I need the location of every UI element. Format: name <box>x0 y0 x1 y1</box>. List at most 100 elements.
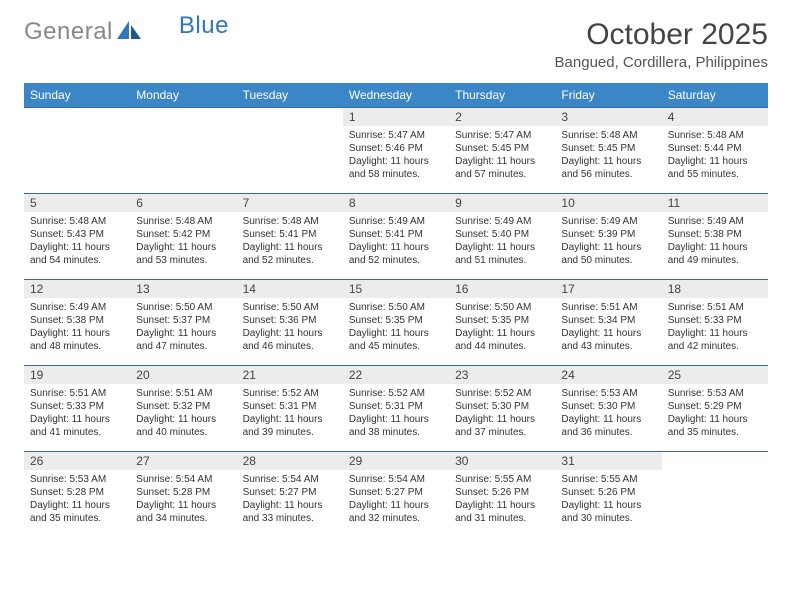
calendar-day-cell: 19Sunrise: 5:51 AMSunset: 5:33 PMDayligh… <box>24 366 130 452</box>
day-details: Sunrise: 5:51 AMSunset: 5:32 PMDaylight:… <box>130 384 236 443</box>
day-number: 14 <box>237 280 343 298</box>
day-number: 20 <box>130 366 236 384</box>
day-detail-line: Daylight: 11 hours <box>30 241 124 254</box>
day-number: 15 <box>343 280 449 298</box>
day-detail-line: and 38 minutes. <box>349 426 443 439</box>
day-detail-line: Daylight: 11 hours <box>561 327 655 340</box>
calendar-page: General Blue October 2025 Bangued, Cordi… <box>0 0 792 556</box>
day-details: Sunrise: 5:51 AMSunset: 5:33 PMDaylight:… <box>24 384 130 443</box>
day-number: 23 <box>449 366 555 384</box>
day-detail-line: Daylight: 11 hours <box>455 327 549 340</box>
day-detail-line: and 46 minutes. <box>243 340 337 353</box>
day-detail-line: Sunrise: 5:50 AM <box>243 301 337 314</box>
day-detail-line: and 32 minutes. <box>349 512 443 525</box>
day-detail-line: Daylight: 11 hours <box>561 499 655 512</box>
day-detail-line: and 52 minutes. <box>243 254 337 267</box>
day-detail-line: Sunrise: 5:48 AM <box>243 215 337 228</box>
calendar-table: Sunday Monday Tuesday Wednesday Thursday… <box>24 83 768 538</box>
day-detail-line: Daylight: 11 hours <box>136 413 230 426</box>
day-detail-line: Sunset: 5:46 PM <box>349 142 443 155</box>
day-detail-line: Sunrise: 5:48 AM <box>561 129 655 142</box>
day-detail-line: Daylight: 11 hours <box>349 327 443 340</box>
calendar-day-cell: 9Sunrise: 5:49 AMSunset: 5:40 PMDaylight… <box>449 194 555 280</box>
day-header: Wednesday <box>343 83 449 108</box>
calendar-day-cell: 25Sunrise: 5:53 AMSunset: 5:29 PMDayligh… <box>662 366 768 452</box>
day-detail-line: and 51 minutes. <box>455 254 549 267</box>
day-detail-line: Sunset: 5:34 PM <box>561 314 655 327</box>
day-detail-line: and 44 minutes. <box>455 340 549 353</box>
day-details: Sunrise: 5:54 AMSunset: 5:27 PMDaylight:… <box>237 470 343 529</box>
day-detail-line: Daylight: 11 hours <box>136 327 230 340</box>
calendar-day-cell: 12Sunrise: 5:49 AMSunset: 5:38 PMDayligh… <box>24 280 130 366</box>
day-detail-line: Sunset: 5:39 PM <box>561 228 655 241</box>
day-detail-line: and 54 minutes. <box>30 254 124 267</box>
calendar-day-cell: 2Sunrise: 5:47 AMSunset: 5:45 PMDaylight… <box>449 108 555 194</box>
day-detail-line: and 41 minutes. <box>30 426 124 439</box>
day-details: Sunrise: 5:48 AMSunset: 5:45 PMDaylight:… <box>555 126 661 185</box>
day-details: Sunrise: 5:53 AMSunset: 5:30 PMDaylight:… <box>555 384 661 443</box>
calendar-day-cell: 27Sunrise: 5:54 AMSunset: 5:28 PMDayligh… <box>130 452 236 538</box>
day-detail-line: and 31 minutes. <box>455 512 549 525</box>
day-detail-line: Sunrise: 5:53 AM <box>561 387 655 400</box>
day-details: Sunrise: 5:49 AMSunset: 5:39 PMDaylight:… <box>555 212 661 271</box>
day-detail-line: Sunset: 5:27 PM <box>243 486 337 499</box>
day-detail-line: Sunset: 5:32 PM <box>136 400 230 413</box>
day-detail-line: Sunset: 5:44 PM <box>668 142 762 155</box>
day-detail-line: Sunset: 5:40 PM <box>455 228 549 241</box>
day-detail-line: Sunrise: 5:55 AM <box>561 473 655 486</box>
day-detail-line: Daylight: 11 hours <box>243 241 337 254</box>
day-details: Sunrise: 5:47 AMSunset: 5:46 PMDaylight:… <box>343 126 449 185</box>
day-details <box>24 126 130 133</box>
calendar-day-cell: 18Sunrise: 5:51 AMSunset: 5:33 PMDayligh… <box>662 280 768 366</box>
day-detail-line: and 36 minutes. <box>561 426 655 439</box>
calendar-day-cell: 13Sunrise: 5:50 AMSunset: 5:37 PMDayligh… <box>130 280 236 366</box>
day-detail-line: Sunset: 5:45 PM <box>561 142 655 155</box>
day-detail-line: Sunset: 5:28 PM <box>136 486 230 499</box>
day-detail-line: Sunset: 5:45 PM <box>455 142 549 155</box>
day-number <box>130 108 236 126</box>
day-number: 5 <box>24 194 130 212</box>
day-detail-line: and 42 minutes. <box>668 340 762 353</box>
day-number <box>662 452 768 470</box>
day-number: 7 <box>237 194 343 212</box>
calendar-day-cell <box>237 108 343 194</box>
day-detail-line: Sunrise: 5:50 AM <box>349 301 443 314</box>
day-details: Sunrise: 5:50 AMSunset: 5:35 PMDaylight:… <box>449 298 555 357</box>
day-detail-line: Sunset: 5:37 PM <box>136 314 230 327</box>
calendar-day-cell: 20Sunrise: 5:51 AMSunset: 5:32 PMDayligh… <box>130 366 236 452</box>
calendar-day-cell: 6Sunrise: 5:48 AMSunset: 5:42 PMDaylight… <box>130 194 236 280</box>
day-detail-line: Daylight: 11 hours <box>561 155 655 168</box>
day-number: 3 <box>555 108 661 126</box>
day-number <box>237 108 343 126</box>
day-detail-line: Daylight: 11 hours <box>455 241 549 254</box>
day-detail-line: Daylight: 11 hours <box>349 499 443 512</box>
day-details: Sunrise: 5:50 AMSunset: 5:37 PMDaylight:… <box>130 298 236 357</box>
day-detail-line: Sunset: 5:36 PM <box>243 314 337 327</box>
day-number: 22 <box>343 366 449 384</box>
day-details: Sunrise: 5:52 AMSunset: 5:30 PMDaylight:… <box>449 384 555 443</box>
day-detail-line: Sunrise: 5:51 AM <box>30 387 124 400</box>
day-detail-line: Sunrise: 5:49 AM <box>30 301 124 314</box>
day-number: 16 <box>449 280 555 298</box>
day-number: 27 <box>130 452 236 470</box>
day-details <box>237 126 343 133</box>
day-number: 8 <box>343 194 449 212</box>
day-detail-line: Sunrise: 5:52 AM <box>243 387 337 400</box>
day-detail-line: and 35 minutes. <box>30 512 124 525</box>
day-detail-line: Sunrise: 5:52 AM <box>455 387 549 400</box>
day-detail-line: Sunset: 5:33 PM <box>668 314 762 327</box>
day-details: Sunrise: 5:49 AMSunset: 5:40 PMDaylight:… <box>449 212 555 271</box>
day-detail-line: Sunset: 5:35 PM <box>349 314 443 327</box>
brand-logo: General Blue <box>24 18 229 46</box>
day-detail-line: and 45 minutes. <box>349 340 443 353</box>
day-detail-line: Sunset: 5:35 PM <box>455 314 549 327</box>
day-detail-line: Daylight: 11 hours <box>561 241 655 254</box>
calendar-day-cell: 26Sunrise: 5:53 AMSunset: 5:28 PMDayligh… <box>24 452 130 538</box>
day-detail-line: Daylight: 11 hours <box>668 413 762 426</box>
day-detail-line: and 30 minutes. <box>561 512 655 525</box>
day-detail-line: Sunrise: 5:50 AM <box>136 301 230 314</box>
brand-word-blue: Blue <box>179 12 229 40</box>
calendar-day-cell: 4Sunrise: 5:48 AMSunset: 5:44 PMDaylight… <box>662 108 768 194</box>
day-detail-line: Sunset: 5:26 PM <box>561 486 655 499</box>
day-header-row: Sunday Monday Tuesday Wednesday Thursday… <box>24 83 768 108</box>
